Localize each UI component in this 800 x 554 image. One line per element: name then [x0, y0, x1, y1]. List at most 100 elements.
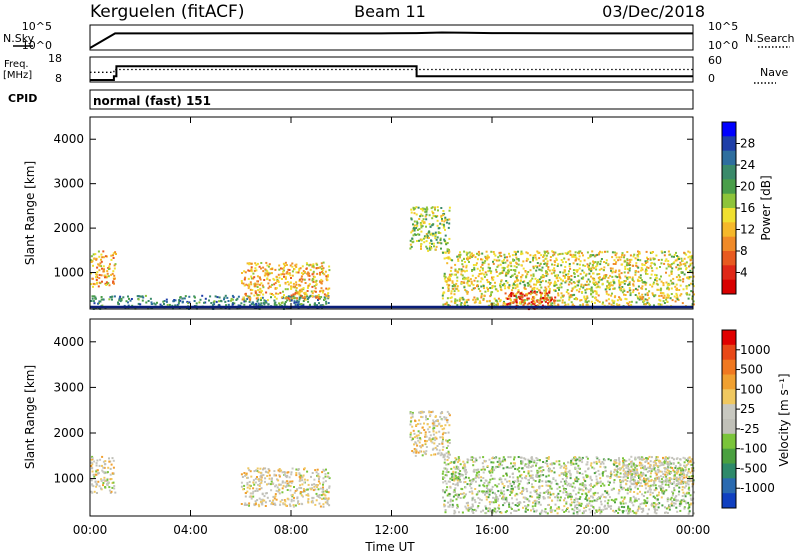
heatmap-cell: [565, 291, 568, 293]
heatmap-cell: [680, 499, 683, 502]
heatmap-cell: [249, 281, 252, 284]
heatmap-cell: [655, 503, 658, 506]
heatmap-cell: [187, 302, 190, 305]
heatmap-cell: [642, 495, 645, 497]
heatmap-cell: [92, 485, 95, 488]
heatmap-cell: [528, 460, 531, 463]
heatmap-cell: [595, 462, 598, 465]
heatmap-cell: [303, 293, 306, 296]
heatmap-cell: [597, 277, 600, 279]
heatmap-cell: [468, 506, 471, 509]
heatmap-cell: [425, 435, 428, 438]
heatmap-cell: [245, 294, 247, 297]
heatmap-cell: [272, 294, 275, 296]
heatmap-cell: [679, 267, 682, 270]
heatmap-cell: [326, 293, 329, 296]
heatmap-cell: [285, 272, 288, 275]
heatmap-cell: [515, 510, 518, 512]
heatmap-cell: [101, 304, 104, 307]
heatmap-cell: [268, 285, 271, 288]
heatmap-cell: [629, 294, 632, 297]
heatmap-cell: [675, 499, 678, 502]
heatmap-cell: [455, 467, 458, 470]
heatmap-cell: [567, 494, 570, 497]
heatmap-cell: [585, 303, 588, 306]
heatmap-cell: [224, 300, 227, 303]
heatmap-cell: [307, 500, 310, 503]
heatmap-cell: [300, 303, 303, 305]
heatmap-cell: [677, 483, 680, 486]
heatmap-cell: [547, 294, 550, 297]
heatmap-cell: [545, 290, 547, 293]
heatmap-cell: [603, 266, 606, 269]
heatmap-cell: [441, 442, 444, 445]
heatmap-cell: [535, 258, 538, 261]
heatmap-cell: [471, 492, 474, 495]
heatmap-cell: [322, 497, 325, 500]
heatmap-cell: [547, 281, 550, 284]
heatmap-cell: [628, 287, 631, 289]
heatmap-cell: [521, 467, 524, 470]
heatmap-cell: [503, 300, 505, 303]
heatmap-cell: [426, 423, 429, 426]
heatmap-cell: [437, 232, 440, 234]
freq-series-line: [90, 65, 693, 81]
heatmap-cell: [290, 298, 293, 301]
heatmap-cell: [325, 275, 328, 278]
heatmap-cell: [689, 259, 692, 262]
heatmap-cell: [484, 505, 487, 508]
heatmap-cell: [659, 287, 662, 290]
heatmap-cell: [447, 505, 450, 508]
heatmap-cell: [670, 282, 673, 285]
heatmap-cell: [498, 251, 501, 254]
heatmap-cell: [644, 487, 647, 490]
heatmap-cell: [578, 252, 580, 255]
heatmap-cell: [303, 489, 305, 492]
heatmap-cell: [579, 260, 582, 263]
heatmap-cell: [569, 254, 572, 256]
heatmap-cell: [594, 297, 596, 300]
heatmap-cell: [429, 245, 431, 248]
heatmap-cell: [489, 471, 491, 474]
heatmap-cell: [502, 262, 505, 264]
heatmap-cell: [538, 485, 541, 488]
heatmap-cell: [660, 496, 663, 499]
heatmap-cell: [480, 266, 482, 269]
heatmap-cell: [444, 480, 447, 483]
heatmap-cell: [646, 261, 649, 264]
heatmap-cell: [592, 262, 595, 264]
heatmap-cell: [428, 426, 431, 429]
heatmap-cell: [684, 262, 687, 265]
heatmap-cell: [590, 288, 593, 291]
heatmap-cell: [110, 273, 113, 276]
heatmap-cell: [311, 285, 314, 288]
heatmap-cell: [665, 475, 668, 478]
heatmap-cell: [578, 509, 581, 512]
heatmap-cell: [568, 298, 571, 301]
heatmap-cell: [313, 483, 316, 486]
heatmap-cell: [647, 508, 650, 511]
heatmap-cell: [271, 477, 273, 480]
heatmap-cell: [557, 287, 560, 289]
heatmap-cell: [313, 276, 316, 279]
heatmap-cell: [498, 465, 501, 468]
heatmap-cell: [93, 283, 96, 286]
heatmap-cell: [635, 264, 638, 267]
heatmap-cell: [593, 499, 596, 502]
heatmap-cell: [527, 479, 530, 481]
heatmap-cell: [308, 295, 311, 298]
heatmap-cell: [651, 468, 654, 470]
heatmap-cell: [596, 482, 599, 485]
heatmap-cell: [611, 267, 614, 270]
heatmap-cell: [290, 286, 293, 289]
heatmap-cell: [524, 458, 527, 461]
heatmap-cell: [478, 252, 481, 255]
heatmap-cell: [610, 269, 612, 272]
heatmap-cell: [245, 472, 248, 475]
heatmap-cell: [256, 470, 259, 472]
heatmap-cell: [297, 500, 300, 503]
heatmap-cell: [473, 268, 476, 271]
heatmap-cell: [685, 287, 688, 290]
heatmap-cell: [306, 263, 309, 266]
heatmap-cell: [434, 231, 437, 234]
